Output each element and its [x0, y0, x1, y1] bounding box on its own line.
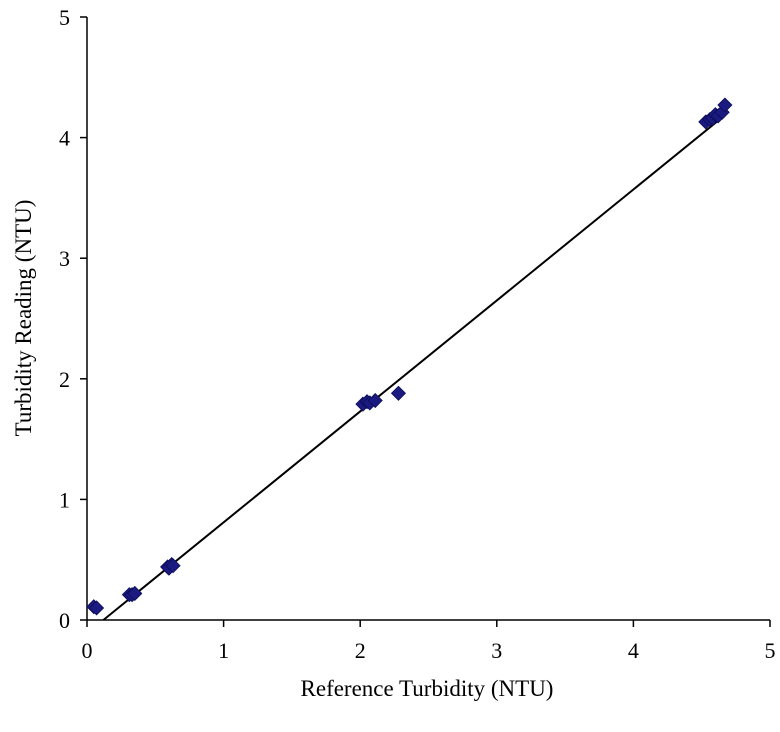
- data-point: [390, 385, 407, 401]
- data-point: [88, 600, 105, 616]
- x-axis-ticks: 0 1 2 3 4 5: [82, 620, 776, 663]
- y-tick-label: 1: [59, 487, 70, 512]
- plot-area: 0 1 2 3 4 5 0 1 2 3 4 5: [59, 5, 776, 663]
- data-point: [127, 585, 143, 602]
- x-tick-label: 4: [628, 638, 639, 663]
- x-tick-label: 2: [355, 638, 366, 663]
- data-point: [165, 558, 181, 574]
- x-tick-label: 0: [82, 638, 93, 663]
- y-tick-label: 0: [59, 608, 70, 633]
- data-point: [367, 392, 383, 409]
- y-axis-label: Turbidity Reading (NTU): [11, 200, 36, 437]
- y-tick-label: 4: [59, 126, 70, 151]
- y-tick-label: 3: [59, 246, 70, 271]
- y-tick-label: 2: [59, 367, 70, 392]
- y-tick-label: 5: [59, 5, 70, 30]
- x-tick-label: 3: [491, 638, 502, 663]
- data-points: [86, 97, 733, 616]
- x-tick-label: 5: [765, 638, 776, 663]
- x-axis-label: Reference Turbidity (NTU): [301, 676, 554, 701]
- trendline: [102, 119, 719, 621]
- y-axis-ticks: 0 1 2 3 4 5: [59, 5, 87, 633]
- data-point: [717, 97, 733, 113]
- x-tick-label: 1: [218, 638, 229, 663]
